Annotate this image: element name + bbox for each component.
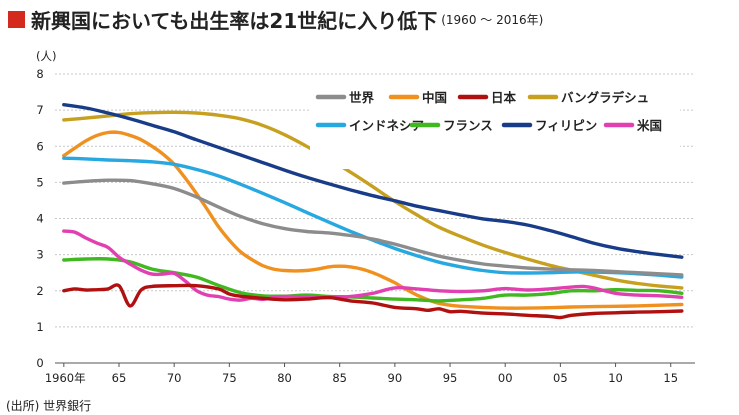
series-line-中国 — [62, 130, 684, 310]
title-marker-square — [8, 10, 25, 28]
x-tick-label: 65 — [112, 371, 127, 385]
y-tick-label: 2 — [36, 284, 43, 298]
x-tick-label: 1960年 — [45, 371, 86, 385]
legend-label: インドネシア — [349, 118, 424, 133]
y-tick-label: 6 — [36, 139, 43, 153]
series-line-フィリピン — [62, 103, 684, 259]
legend-label: 中国 — [422, 90, 447, 105]
chart-title-row: 新興国においても出生率は21世紀に入り低下 (1960 ～ 2016年) — [8, 4, 543, 34]
y-tick-label: 0 — [36, 356, 43, 370]
chart-title: 新興国においても出生率は21世紀に入り低下 — [31, 8, 438, 33]
series-lines — [62, 103, 684, 320]
x-tick-label: 00 — [498, 371, 513, 385]
x-tick-label: 10 — [608, 371, 623, 385]
series-line-フランス — [62, 257, 684, 303]
series-line-米国 — [62, 229, 684, 302]
y-tick-label: 4 — [36, 212, 43, 226]
legend-label: 日本 — [491, 90, 517, 105]
source-note: (出所) 世界銀行 — [6, 399, 92, 413]
x-tick-label: 90 — [388, 371, 403, 385]
y-tick-label: 7 — [36, 103, 43, 117]
legend-label: フィリピン — [535, 118, 597, 133]
x-tick-label: 05 — [553, 371, 568, 385]
x-tick-label: 80 — [277, 371, 292, 385]
y-tick-label: 1 — [36, 320, 43, 334]
y-tick-label: 3 — [36, 248, 43, 262]
chart-subtitle: (1960 ～ 2016年) — [441, 12, 544, 27]
legend-label: バングラデシュ — [561, 90, 649, 105]
x-axis-ticks: 1960年 65 70 75 80 85 90 95 00 05 10 15 — [45, 363, 678, 385]
y-axis-unit-label: (人) — [36, 49, 56, 63]
legend-label: フランス — [443, 118, 493, 133]
series-line-世界 — [62, 178, 684, 277]
y-tick-label: 5 — [36, 175, 43, 189]
y-axis-ticks: 0 1 2 3 4 5 6 7 8 — [36, 67, 43, 370]
x-tick-label: 85 — [332, 371, 347, 385]
x-tick-label: 15 — [663, 371, 678, 385]
x-tick-label: 95 — [443, 371, 458, 385]
x-tick-label: 70 — [167, 371, 182, 385]
series-line-インドネシア — [62, 156, 684, 279]
legend-label: 米国 — [636, 118, 662, 133]
y-tick-label: 8 — [36, 67, 43, 81]
series-line-日本 — [62, 283, 684, 320]
x-tick-label: 75 — [222, 371, 237, 385]
legend-label: 世界 — [349, 90, 375, 105]
